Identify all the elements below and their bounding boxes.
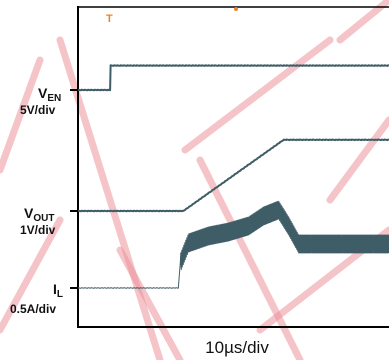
watermark-stroke <box>181 36 334 154</box>
ven-label: VEN <box>38 85 61 104</box>
trigger-point-marker <box>234 7 238 11</box>
timebase-label: 10µs/div <box>205 338 269 357</box>
trace-i-l <box>77 200 389 289</box>
il-label: IL <box>53 281 63 300</box>
watermark-stroke <box>0 216 64 334</box>
watermark-stroke <box>116 246 184 360</box>
watermark-stroke <box>326 116 389 204</box>
trace-v-out <box>77 138 389 213</box>
ven-scale: 5V/div <box>20 103 56 117</box>
plot-frame <box>77 6 389 328</box>
watermark-stroke <box>0 56 44 174</box>
traces <box>77 64 389 289</box>
channel-ticks <box>70 89 78 289</box>
trace-v-en <box>77 64 389 92</box>
trigger-marker: T <box>106 13 113 25</box>
il-scale: 0.5A/div <box>10 302 56 316</box>
watermark-stroke <box>56 36 164 360</box>
vout-label: VOUT <box>24 205 54 224</box>
vout-scale: 1V/div <box>20 223 56 237</box>
